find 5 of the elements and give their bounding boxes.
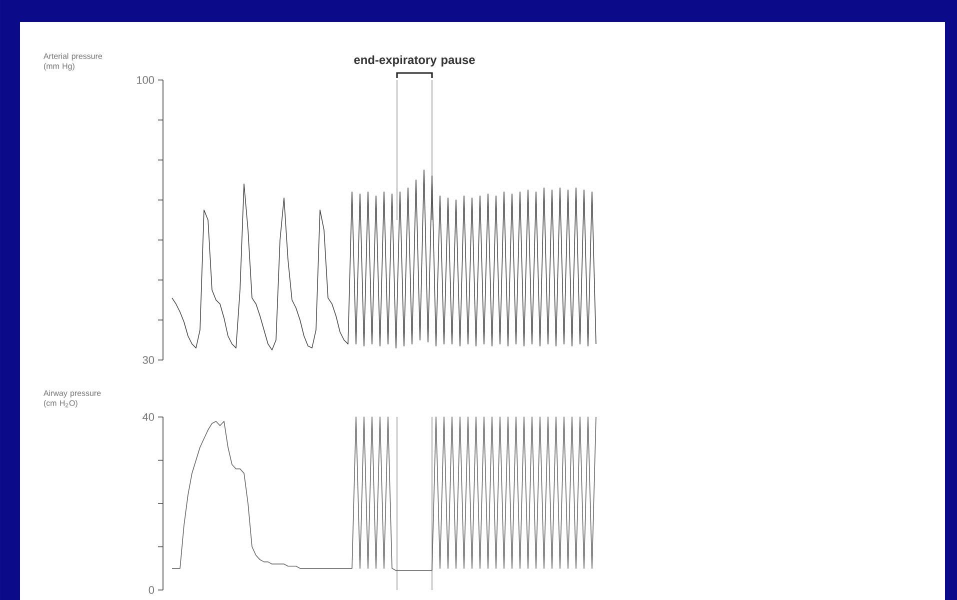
text: end-expiratory pause — [354, 55, 475, 66]
y-tick-label: 100 — [137, 76, 154, 84]
y-tick-label: 0 — [148, 586, 154, 594]
y-tick-label: 30 — [142, 356, 154, 364]
y-tick-label: 40 — [142, 413, 154, 421]
